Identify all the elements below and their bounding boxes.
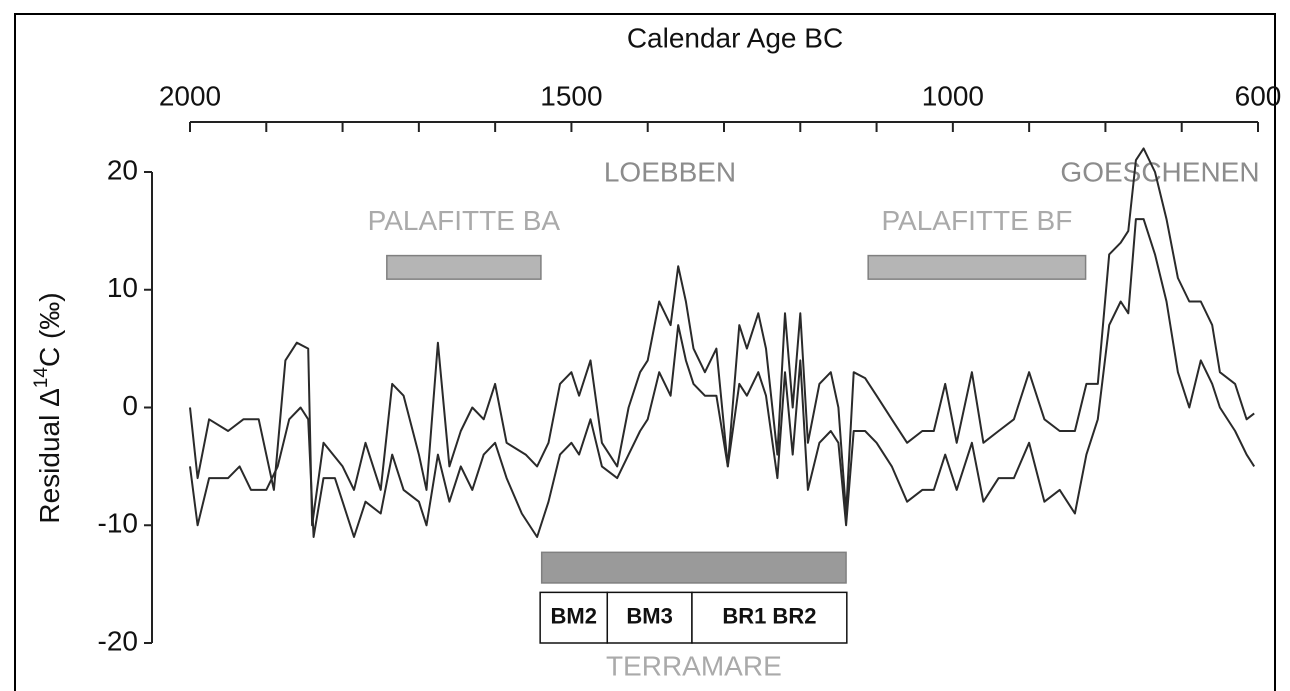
x-tick-label: 600 <box>1235 80 1282 111</box>
y-label-part: C (‰) <box>34 292 65 367</box>
period-label: PALAFITTE BA <box>368 205 561 236</box>
period-bar <box>867 254 1087 280</box>
period-label: TERRAMARE <box>606 650 782 681</box>
phase-label: BR1 BR2 <box>722 603 816 628</box>
period-label: PALAFITTE BF <box>881 205 1072 236</box>
period-bar <box>386 254 542 280</box>
y-tick-label: 0 <box>122 390 138 421</box>
y-axis-label: Residual Δ14C (‰) <box>31 292 65 523</box>
y-tick-label: 20 <box>107 154 138 185</box>
y-tick-label: -10 <box>98 508 138 539</box>
series-line <box>189 218 1256 538</box>
period-bar <box>540 551 847 584</box>
x-tick-label: 2000 <box>159 80 221 111</box>
x-tick-label: 1500 <box>540 80 602 111</box>
annotation: LOEBBEN <box>604 156 736 187</box>
x-tick-label: 1000 <box>922 80 984 111</box>
phase-box <box>691 591 848 644</box>
series-line <box>189 147 1255 527</box>
phase-label: BM2 <box>550 603 596 628</box>
frame <box>14 13 1276 691</box>
annotation: GOESCHENEN <box>1060 156 1259 187</box>
phase-box <box>606 591 693 644</box>
chart-title: Calendar Age BC <box>627 22 843 53</box>
phase-box <box>539 591 609 644</box>
y-label-sup: 14 <box>31 367 52 389</box>
y-label-part: Residual Δ <box>34 388 65 523</box>
y-tick-label: -20 <box>98 625 138 656</box>
phase-label: BM3 <box>626 603 672 628</box>
y-tick-label: 10 <box>107 272 138 303</box>
